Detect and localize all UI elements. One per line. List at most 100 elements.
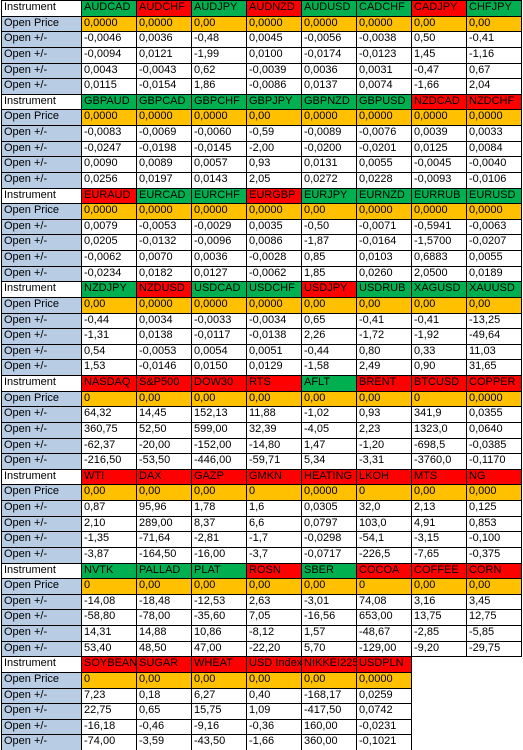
open-change-value: 15,75: [191, 703, 247, 720]
open-change-value: -62,37: [81, 437, 137, 455]
instrument-name: EURGBP: [246, 187, 302, 205]
open-change-value: 599,00: [191, 421, 247, 439]
open-change-value: -0,50: [301, 218, 357, 236]
open-change-value: 0,0742: [356, 703, 412, 720]
open-change-value: 8,37: [191, 515, 247, 533]
open-change-value: -16,56: [301, 609, 357, 626]
open-change-value: -0,0053: [136, 218, 192, 236]
open-change-value: 0,0100: [246, 46, 302, 64]
open-price-value: 0: [356, 484, 412, 501]
open-change-value: 14,31: [81, 625, 137, 642]
open-change-value: 2,63: [246, 593, 302, 611]
open-price-value: 0,00: [301, 296, 357, 314]
instrument-label: Instrument: [1, 656, 82, 673]
instrument-label: Instrument: [1, 93, 82, 111]
open-change-label: Open +/-: [1, 625, 82, 642]
open-price-value: 0,00: [466, 578, 522, 595]
open-change-value: 0,33: [411, 343, 467, 361]
open-change-value: -152,00: [191, 437, 247, 455]
open-change-value: -0,0062: [81, 250, 137, 267]
open-price-value: 0,0000: [356, 15, 412, 33]
open-change-value: 0,0259: [356, 687, 412, 705]
open-price-label: Open Price: [1, 390, 82, 408]
instrument-name: NZDCAD: [411, 93, 467, 111]
open-price-value: 0,0000: [356, 109, 412, 126]
open-change-value: -1,35: [81, 531, 137, 548]
open-change-value: 2,0500: [411, 265, 467, 283]
open-change-value: -22,20: [246, 640, 302, 658]
instrument-name: USDCAD: [191, 281, 247, 298]
instrument-name: GBPAUD: [81, 93, 137, 111]
open-change-value: 0,0103: [356, 250, 412, 267]
open-price-value: 0: [81, 578, 137, 595]
open-change-value: 0,0150: [191, 359, 247, 376]
open-change-value: 0,0355: [466, 406, 522, 423]
instrument-name: COFFEE: [411, 562, 467, 580]
open-change-value: -0,36: [246, 718, 302, 736]
open-change-value: -0,44: [301, 343, 357, 361]
open-change-value: 0,0031: [356, 62, 412, 80]
instrument-name: ROSN: [246, 562, 302, 580]
open-change-value: 0,0127: [191, 265, 247, 283]
open-change-value: 0,93: [246, 156, 302, 173]
open-price-value: 0,00: [301, 578, 357, 595]
open-change-label: Open +/-: [1, 640, 82, 658]
open-change-value: -0,0106: [466, 171, 522, 189]
open-change-value: 0,0260: [356, 265, 412, 283]
open-change-value: -164,50: [136, 546, 192, 564]
instrument-name: HEATING: [301, 468, 357, 486]
open-change-value: 0,0045: [246, 31, 302, 48]
open-change-value: 13,75: [411, 609, 467, 626]
open-change-value: -0,0045: [411, 156, 467, 173]
open-change-value: 0,6883: [411, 250, 467, 267]
open-price-value: 0: [356, 578, 412, 595]
open-change-value: -698,5: [411, 437, 467, 455]
open-change-value: -0,1021: [356, 734, 412, 750]
instrument-name: AUDNZD: [246, 0, 302, 17]
open-change-value: -2,85: [411, 625, 467, 642]
open-change-value: -7,65: [411, 546, 467, 564]
open-change-value: -3,7: [246, 546, 302, 564]
open-change-value: -0,0138: [246, 328, 302, 345]
open-change-value: 32,39: [246, 421, 302, 439]
open-change-value: 0,67: [466, 62, 522, 80]
open-change-label: Open +/-: [1, 140, 82, 158]
open-change-value: -0,0096: [191, 234, 247, 251]
open-change-value: -0,0039: [246, 62, 302, 80]
open-price-label: Open Price: [1, 578, 82, 595]
open-change-value: -9,16: [191, 718, 247, 736]
open-price-value: 0,00: [356, 390, 412, 408]
open-price-value: 0,00: [301, 671, 357, 689]
open-change-value: 1,09: [246, 703, 302, 720]
open-change-value: 0,85: [301, 250, 357, 267]
open-price-value: 0,0000: [191, 203, 247, 220]
open-change-value: 103,0: [356, 515, 412, 533]
open-change-value: 0,0033: [466, 125, 522, 142]
open-change-value: -1,58: [301, 359, 357, 376]
open-change-value: 341,9: [411, 406, 467, 423]
open-price-value: 0,0000: [136, 15, 192, 33]
instrument-label: Instrument: [1, 375, 82, 392]
open-change-label: Open +/-: [1, 734, 82, 750]
open-change-value: 0,0055: [466, 250, 522, 267]
open-change-value: 0,0074: [356, 78, 412, 95]
open-change-value: 47,00: [191, 640, 247, 658]
open-change-value: -3760,0: [411, 453, 467, 470]
instrument-name: LKOH: [356, 468, 412, 486]
open-change-label: Open +/-: [1, 234, 82, 251]
open-change-value: -18,48: [136, 593, 192, 611]
open-change-value: -1,7: [246, 531, 302, 548]
open-change-value: 7,05: [246, 609, 302, 626]
open-change-value: -0,0056: [301, 31, 357, 48]
open-change-value: -0,0094: [81, 46, 137, 64]
open-change-value: -0,41: [466, 31, 522, 48]
open-change-value: -3,15: [411, 531, 467, 548]
open-price-label: Open Price: [1, 671, 82, 689]
instrument-name: EURUSD: [466, 187, 522, 205]
open-change-value: -35,60: [191, 609, 247, 626]
open-price-value: 0: [246, 484, 302, 501]
open-change-value: 6,6: [246, 515, 302, 533]
open-change-value: 0,0143: [191, 171, 247, 189]
open-price-value: 0,00: [411, 15, 467, 33]
open-change-value: -14,08: [81, 593, 137, 611]
